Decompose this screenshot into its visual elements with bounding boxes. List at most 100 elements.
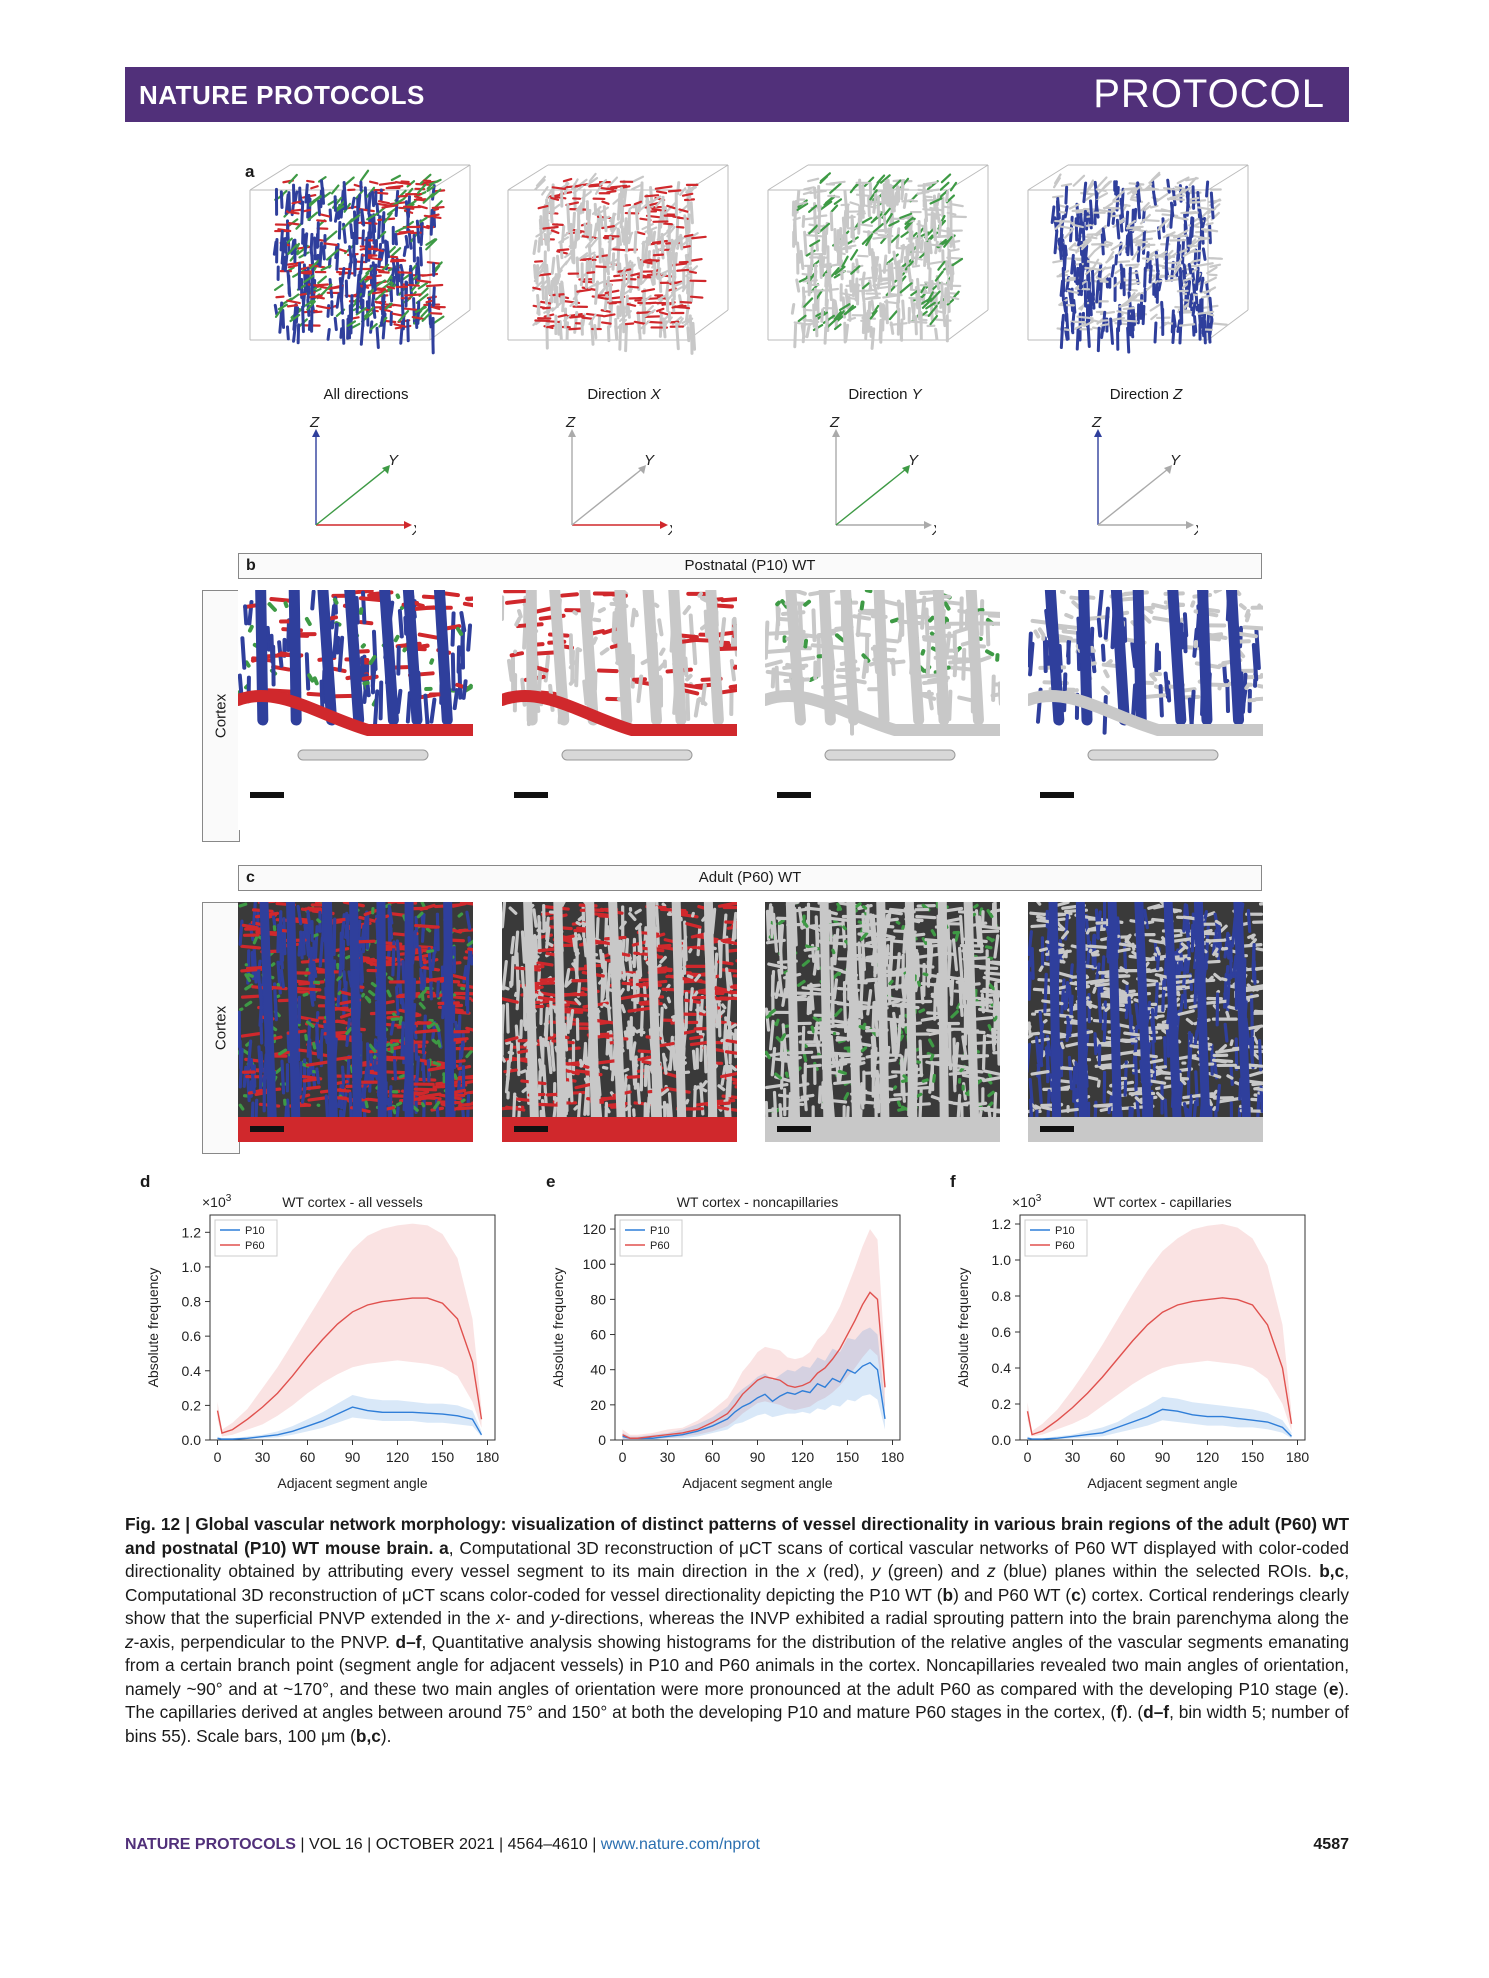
- vessel-segment: [801, 1074, 808, 1112]
- ci-band-p60: [217, 1223, 482, 1437]
- vessel-segment: [1037, 627, 1046, 637]
- vessel-segment: [316, 918, 322, 924]
- vessel-segment: [395, 593, 401, 600]
- vessel-segment: [952, 1101, 969, 1107]
- vessel-segment: [502, 1054, 506, 1063]
- vessel-segment: [304, 652, 311, 691]
- footer-url-link[interactable]: www.nature.com/nprot: [600, 1836, 760, 1853]
- panel-b-side-label: Cortex: [212, 693, 230, 739]
- vessel-segment: [887, 984, 902, 990]
- vessel-segment: [637, 925, 643, 954]
- vessel-segment: [1173, 909, 1179, 914]
- surface-vessel: [502, 690, 737, 736]
- caption-text: , bin width 5; number of bins 55). Scale…: [125, 1702, 1349, 1746]
- vessel-segment: [1254, 966, 1263, 971]
- x-tick-label: 60: [705, 1449, 721, 1465]
- vessel-segment: [238, 902, 248, 908]
- vessel-segment: [991, 674, 996, 702]
- vessel-segment: [902, 973, 909, 1007]
- vessel-cube-render: [249, 164, 471, 355]
- vessel-segment: [1124, 936, 1131, 944]
- vessel-segment: [990, 938, 995, 943]
- vessel-segment: [685, 673, 693, 682]
- penetrating-vessel: [317, 590, 338, 726]
- vessel-segment: [240, 994, 262, 999]
- vessel-segment: [1028, 1021, 1031, 1026]
- penetrating-vessel: [376, 902, 387, 1142]
- y-tick-label: 60: [590, 1327, 606, 1343]
- vessel-segment: [545, 916, 550, 941]
- vessel-segment: [389, 1042, 399, 1048]
- series-line-p60: [1026, 1297, 1293, 1436]
- vessel-segment: [635, 1027, 644, 1034]
- vessel-segment: [713, 630, 737, 637]
- x-axis-label: Adjacent segment angle: [277, 1475, 427, 1491]
- vessel-segment: [339, 1011, 355, 1019]
- vessel-segment: [354, 595, 360, 625]
- legend-label: P60: [1055, 1240, 1075, 1252]
- vessel-segment: [568, 1072, 574, 1103]
- caption-all-directions: All directions: [323, 386, 409, 403]
- vessel-segment: [826, 1060, 853, 1065]
- z-arrow-head: [312, 429, 320, 437]
- vessel-segment: [279, 968, 285, 989]
- vessel-segment: [419, 1092, 442, 1099]
- vessel-segment: [902, 1074, 910, 1081]
- vessel-segment: [512, 1092, 517, 1121]
- vessel-segment: [280, 1059, 286, 1095]
- vessel-segment: [893, 1038, 898, 1060]
- vessel-segment: [342, 970, 349, 1007]
- y-tick-label: 0.2: [182, 1397, 202, 1413]
- penetrating-vessel: [553, 902, 568, 1142]
- vessel-segment: [593, 958, 603, 964]
- vessel-segment: [542, 669, 547, 676]
- penetrating-vessel: [1048, 902, 1062, 1142]
- surface-vessel: [297, 749, 429, 761]
- vessel-segment: [429, 658, 435, 665]
- vessel-segment: [1211, 1089, 1218, 1098]
- y-tick-label: 0.8: [992, 1288, 1012, 1304]
- vessel-segment: [299, 930, 304, 960]
- vessel-segment: [521, 1086, 529, 1094]
- penetrating-vessel: [873, 590, 890, 726]
- vessel-segment: [947, 689, 953, 721]
- penetrating-vessel: [904, 590, 925, 726]
- vessel-segment: [631, 1026, 638, 1033]
- vessel-segment: [887, 1097, 902, 1102]
- vessel-segment: [454, 1020, 459, 1039]
- vessel-segment: [1220, 977, 1228, 982]
- caption-text: ) and P60 WT (: [953, 1584, 1072, 1605]
- vessel-segment: [689, 1040, 710, 1047]
- penetrating-vessel: [818, 590, 836, 726]
- vessel-segment: [623, 1030, 628, 1039]
- surface-vessel: [1028, 690, 1263, 736]
- panel-b-title: Postnatal (P10) WT: [684, 557, 816, 574]
- vessel-segment: [296, 904, 303, 926]
- vessel-segment: [726, 948, 737, 953]
- ref: b: [942, 1584, 954, 1605]
- figure-caption: Fig. 12 | Global vascular network morpho…: [125, 1513, 1349, 1748]
- vessel-segment: [1203, 999, 1228, 1005]
- vessel-segment: [957, 946, 964, 981]
- cortex-vessel-render: [765, 902, 1000, 1142]
- vessel-segment: [1061, 930, 1070, 940]
- vessel-segment: [918, 1008, 926, 1014]
- vessel-segment: [1106, 1090, 1115, 1097]
- vessel-segment: [395, 1101, 403, 1107]
- vessel-segment: [1179, 951, 1184, 972]
- vessel-segment: [448, 973, 469, 981]
- vessel-segment: [246, 973, 254, 978]
- vessel-segment: [433, 1100, 441, 1110]
- vessel-segment: [318, 936, 324, 968]
- vessel-segment: [257, 1045, 263, 1083]
- vessel-segment: [628, 912, 637, 922]
- penetrating-vessel: [819, 902, 833, 1142]
- vessel-segment: [392, 932, 408, 937]
- z-axis-label: Z: [309, 414, 320, 431]
- penetrating-vessel: [286, 902, 301, 1142]
- vessel-cube-render: [1027, 164, 1249, 354]
- vessel-segment: [581, 921, 588, 927]
- vessel-segment: [656, 989, 661, 998]
- vessel-segment: [767, 962, 788, 970]
- chart-wt-cortex-capillaries: WT cortex - capillaries Adjacent segment …: [955, 1193, 1309, 1491]
